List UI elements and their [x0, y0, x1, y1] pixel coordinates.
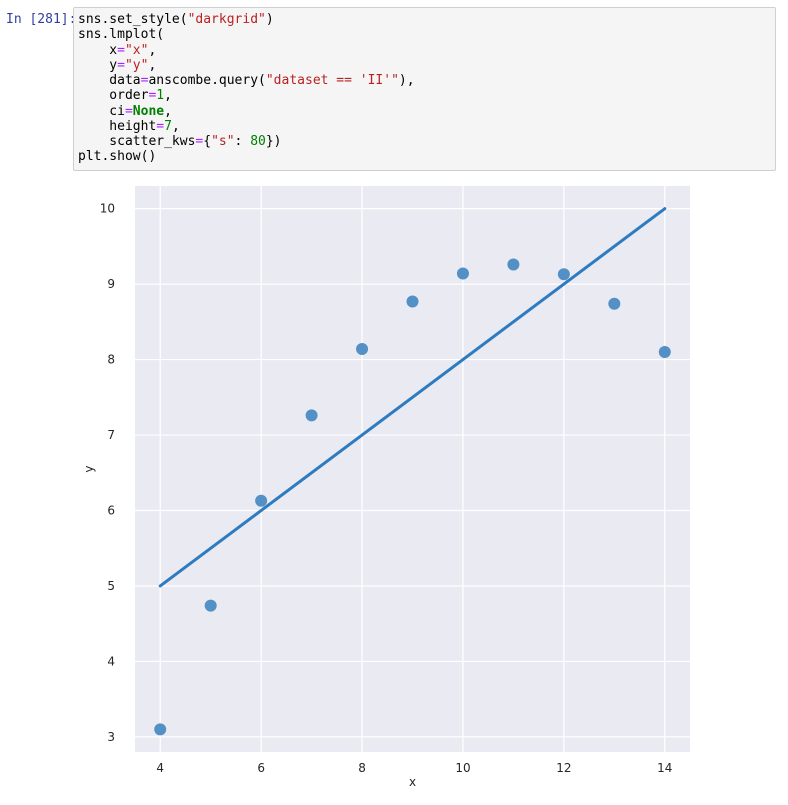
y-tick-label: 4 — [107, 654, 115, 668]
code-token: , — [148, 42, 157, 58]
scatter-point — [154, 723, 167, 736]
x-tick-label: 14 — [657, 761, 672, 775]
regression-plot: 4 6 8 10 12 14 3 4 5 6 7 8 9 10 x y — [82, 186, 690, 789]
y-tick-label: 6 — [107, 504, 115, 518]
fit-line-group — [158, 207, 667, 588]
scatter-point — [406, 295, 419, 308]
y-axis-label: y — [82, 465, 96, 472]
code-token: = — [140, 73, 149, 88]
scatter-point — [608, 297, 621, 310]
code-token: { — [203, 134, 212, 149]
x-tick-label: 12 — [556, 761, 571, 775]
y-tick-label: 5 — [107, 579, 115, 593]
code-token: order — [78, 88, 149, 104]
code-token: : — [234, 134, 251, 149]
code-token: x — [78, 42, 118, 58]
code-token: = — [156, 118, 165, 134]
y-tick-label: 3 — [107, 730, 115, 744]
grid-lines — [135, 186, 690, 752]
scatter-point — [305, 409, 318, 422]
code-line: sns.lmplot( — [78, 27, 771, 42]
code-token: anscombe.query( — [148, 73, 266, 88]
code-token: = — [124, 103, 133, 119]
code-token: "darkgrid" — [187, 12, 266, 27]
scatter-point — [356, 343, 369, 356]
code-token: 1 — [156, 88, 165, 104]
code-token: plt.show() — [78, 149, 157, 165]
code-line: x="x", — [78, 43, 771, 58]
code-line: ci=None, — [78, 104, 771, 119]
code-token: , — [148, 57, 157, 73]
code-line: sns.set_style("darkgrid") — [78, 12, 771, 27]
code-token: , — [164, 88, 172, 104]
code-line: height=7, — [78, 119, 771, 134]
code-line: data=anscombe.query("dataset == 'II'"), — [78, 73, 771, 88]
x-axis-label: x — [409, 775, 416, 789]
scatter-point — [658, 346, 671, 359]
code-token: None — [132, 103, 165, 119]
code-token: y — [78, 57, 118, 73]
code-line: order=1, — [78, 88, 771, 103]
y-tick-labels: 3 4 5 6 7 8 9 10 — [100, 202, 115, 744]
code-token: = — [117, 57, 125, 73]
scatter-point — [557, 268, 570, 281]
regression-line — [158, 207, 667, 588]
code-token: sns.lmplot( — [78, 27, 165, 43]
code-token: }) — [265, 134, 282, 149]
code-token: ci — [78, 103, 125, 119]
x-tick-label: 8 — [358, 761, 366, 775]
cell-output: 4 6 8 10 12 14 3 4 5 6 7 8 9 10 x y — [73, 178, 788, 800]
x-tick-label: 4 — [156, 761, 164, 775]
scatter-point — [507, 258, 520, 271]
code-token: height — [78, 118, 157, 134]
scatter-points — [154, 258, 671, 736]
y-tick-label: 9 — [107, 277, 115, 291]
code-token: , — [171, 118, 180, 134]
y-tick-label: 8 — [107, 353, 115, 367]
code-token: sns.set_style( — [78, 12, 188, 27]
code-token: "dataset == 'II'" — [265, 73, 399, 88]
y-tick-label: 10 — [100, 202, 115, 216]
code-line: scatter_kws={"s": 80}) — [78, 134, 771, 149]
code-token: = — [195, 134, 204, 149]
code-token: "x" — [124, 42, 149, 58]
scatter-point — [456, 267, 469, 280]
code-token: ), — [398, 73, 415, 88]
scatter-point — [204, 599, 217, 612]
y-tick-label: 7 — [107, 428, 115, 442]
code-token: scatter_kws — [78, 134, 196, 149]
code-cell[interactable]: sns.set_style("darkgrid") sns.lmplot( x="… — [73, 7, 776, 171]
cell-prompt: In [281]: — [6, 12, 77, 27]
code-token: "s" — [211, 134, 235, 149]
code-line: plt.show() — [78, 149, 771, 164]
code-token: "y" — [124, 57, 149, 73]
code-token: = — [117, 42, 125, 58]
x-tick-labels: 4 6 8 10 12 14 — [156, 761, 672, 775]
scatter-point — [255, 494, 268, 507]
code-line: y="y", — [78, 58, 771, 73]
code-token: ) — [265, 12, 274, 27]
code-token: , — [164, 103, 172, 119]
x-tick-label: 10 — [455, 761, 470, 775]
code-token: 80 — [250, 134, 266, 149]
code-token: 7 — [164, 118, 172, 134]
code-token: data — [78, 73, 141, 88]
code-token: = — [148, 88, 157, 104]
plot-area — [135, 186, 690, 752]
x-tick-label: 6 — [257, 761, 265, 775]
